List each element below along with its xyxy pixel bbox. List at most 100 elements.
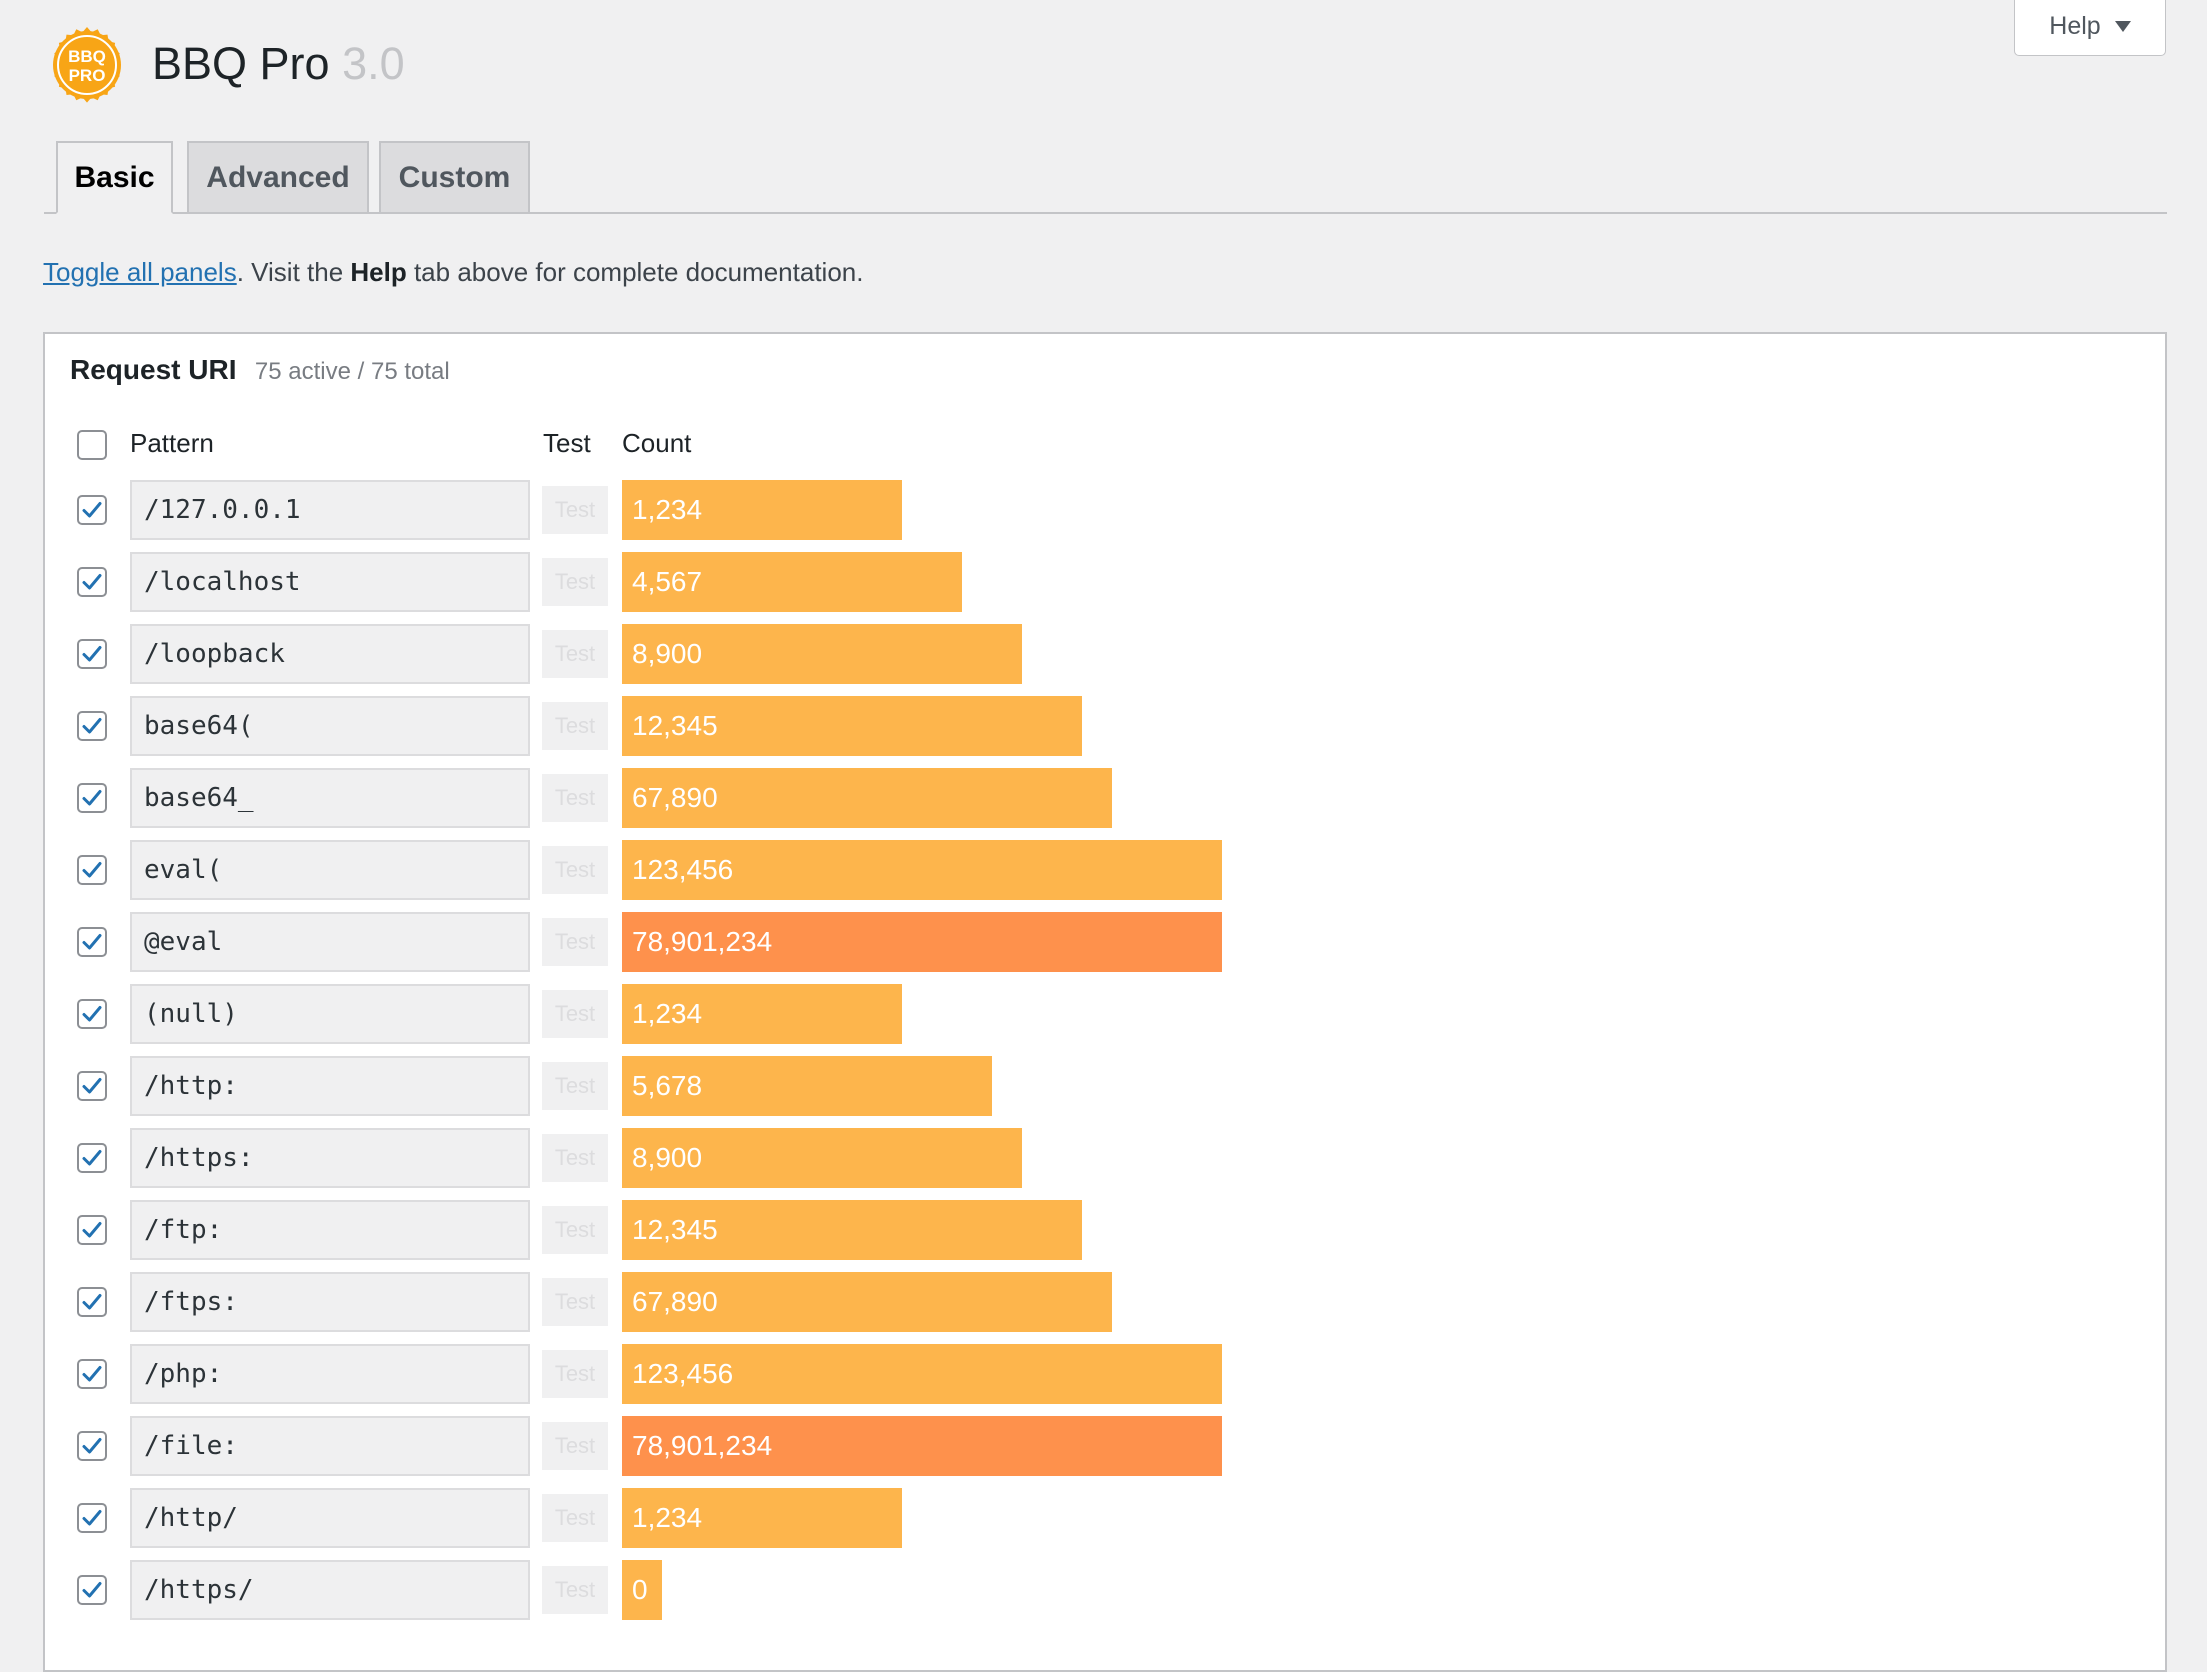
row-checkbox[interactable] [77,1575,107,1605]
checkmark-icon [82,1366,102,1382]
test-button[interactable]: Test [542,1566,608,1614]
pattern-field[interactable]: /http/ [130,1488,530,1548]
count-bar: 8,900 [622,1128,1022,1188]
pattern-field[interactable]: /ftps: [130,1272,530,1332]
count-bar: 1,234 [622,480,902,540]
pattern-field[interactable]: (null) [130,984,530,1044]
toggle-all-panels-link[interactable]: Toggle all panels [43,257,237,287]
row-checkbox[interactable] [77,855,107,885]
test-button[interactable]: Test [542,990,608,1038]
row-checkbox[interactable] [77,1215,107,1245]
table-row: /localhost Test 4,567 [45,552,2165,612]
count-bar: 67,890 [622,1272,1112,1332]
checkmark-icon [82,1438,102,1454]
tab-basic[interactable]: Basic [56,141,173,214]
settings-tabs: Basic Advanced Custom [44,141,2167,214]
pattern-field[interactable]: /php: [130,1344,530,1404]
pattern-field[interactable]: /127.0.0.1 [130,480,530,540]
row-checkbox[interactable] [77,1143,107,1173]
logo-text-top: BBQ [68,47,106,66]
row-checkbox[interactable] [77,783,107,813]
checkmark-icon [82,934,102,950]
page-title: BBQ Pro 3.0 [152,36,405,92]
row-checkbox[interactable] [77,1431,107,1461]
test-button[interactable]: Test [542,1350,608,1398]
test-button[interactable]: Test [542,630,608,678]
test-button[interactable]: Test [542,846,608,894]
count-bar: 4,567 [622,552,962,612]
row-checkbox[interactable] [77,1503,107,1533]
checkmark-icon [82,1510,102,1526]
test-button[interactable]: Test [542,918,608,966]
test-button[interactable]: Test [542,1062,608,1110]
count-bar: 1,234 [622,984,902,1044]
count-bar: 78,901,234 [622,912,1222,972]
checkmark-icon [82,1078,102,1094]
checkmark-icon [82,1582,102,1598]
test-button[interactable]: Test [542,1206,608,1254]
pattern-field[interactable]: /ftp: [130,1200,530,1260]
row-checkbox[interactable] [77,567,107,597]
panel-title: Request URI [70,354,237,385]
test-button[interactable]: Test [542,774,608,822]
count-bar: 0 [622,1560,662,1620]
table-row: base64(Test 12,345 [45,696,2165,756]
logo-text-bottom: PRO [69,66,106,85]
test-button[interactable]: Test [542,1422,608,1470]
row-checkbox[interactable] [77,1359,107,1389]
row-checkbox[interactable] [77,1287,107,1317]
row-checkbox[interactable] [77,927,107,957]
count-bar: 67,890 [622,768,1112,828]
pattern-field[interactable]: base64( [130,696,530,756]
pattern-field[interactable]: base64_ [130,768,530,828]
help-label: Help [2049,12,2101,40]
table-row: /https: Test 8,900 [45,1128,2165,1188]
count-bar: 8,900 [622,624,1022,684]
checkmark-icon [82,574,102,590]
row-checkbox[interactable] [77,639,107,669]
test-button[interactable]: Test [542,1278,608,1326]
row-checkbox[interactable] [77,711,107,741]
column-header-test: Test [543,428,591,458]
request-uri-panel: Request URI 75 active / 75 total Pattern… [43,332,2167,1672]
tab-custom[interactable]: Custom [379,141,530,214]
test-button[interactable]: Test [542,558,608,606]
checkmark-icon [82,1006,102,1022]
pattern-field[interactable]: /http: [130,1056,530,1116]
count-bar: 5,678 [622,1056,992,1116]
count-bar: 123,456 [622,1344,1222,1404]
table-row: @eval Test 78,901,234 [45,912,2165,972]
pattern-field[interactable]: /file: [130,1416,530,1476]
pattern-field[interactable]: /https: [130,1128,530,1188]
tab-advanced[interactable]: Advanced [187,141,369,214]
table-row: /127.0.0.1 Test 1,234 [45,480,2165,540]
pattern-field[interactable]: @eval [130,912,530,972]
intro-text-part-2: tab above for complete documentation. [406,257,864,287]
table-row: base64_ Test 67,890 [45,768,2165,828]
row-checkbox[interactable] [77,495,107,525]
count-bar: 12,345 [622,1200,1082,1260]
app-name: BBQ Pro [152,38,330,89]
row-checkbox[interactable] [77,1071,107,1101]
intro-text: Toggle all panels. Visit the Help tab ab… [43,254,863,290]
app-version: 3.0 [342,38,405,89]
column-header-pattern: Pattern [130,428,214,458]
test-button[interactable]: Test [542,702,608,750]
test-button[interactable]: Test [542,486,608,534]
table-row: /ftps: Test 67,890 [45,1272,2165,1332]
pattern-field[interactable]: /localhost [130,552,530,612]
test-button[interactable]: Test [542,1494,608,1542]
test-button[interactable]: Test [542,1134,608,1182]
table-row: /http: Test 5,678 [45,1056,2165,1116]
pattern-field[interactable]: eval( [130,840,530,900]
intro-help-word: Help [350,257,407,287]
row-checkbox[interactable] [77,999,107,1029]
pattern-field[interactable]: /loopback [130,624,530,684]
panel-count-meta: 75 active / 75 total [254,358,450,385]
panel-header[interactable]: Request URI 75 active / 75 total [70,354,450,386]
select-all-checkbox[interactable] [77,430,107,460]
help-tab-button[interactable]: Help [2014,0,2166,56]
table-row: eval(Test 123,456 [45,840,2165,900]
pattern-field[interactable]: /https/ [130,1560,530,1620]
table-row: /file: Test 78,901,234 [45,1416,2165,1476]
